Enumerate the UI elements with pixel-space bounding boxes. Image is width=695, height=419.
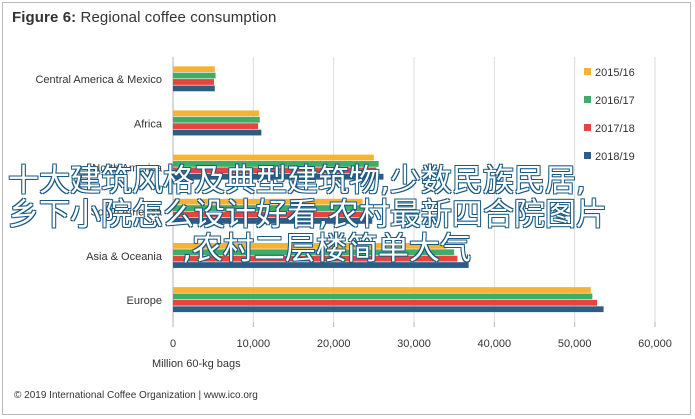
bar <box>173 154 374 161</box>
category-label: Europe <box>127 295 162 307</box>
bar <box>173 66 215 73</box>
legend-swatch <box>584 152 591 159</box>
legend-label: 2017/18 <box>595 123 635 135</box>
bar <box>173 161 379 167</box>
legend-swatch <box>584 68 591 75</box>
bar <box>173 262 469 268</box>
legend-swatch <box>584 124 591 131</box>
bar <box>173 299 598 306</box>
bar <box>173 293 593 300</box>
bar <box>173 167 377 174</box>
bar <box>173 123 259 130</box>
x-tick-label: 50,000 <box>558 338 592 350</box>
category-label: Central America & Mexico <box>35 74 162 86</box>
bar <box>173 110 259 117</box>
legend-label: 2015/16 <box>595 67 635 79</box>
bar <box>173 198 363 205</box>
category-label: North America <box>92 162 163 174</box>
bar <box>173 217 373 224</box>
chart-title-prefix: Figure 6: <box>12 9 77 26</box>
bar <box>173 129 262 136</box>
chart-title-text: Regional coffee consumption <box>80 9 277 26</box>
bar <box>173 205 368 211</box>
legend-swatch <box>584 96 591 103</box>
bar <box>173 249 455 256</box>
bar <box>173 72 216 79</box>
bar <box>173 211 366 218</box>
x-axis-title: Million 60-kg bags <box>152 358 241 370</box>
legend-label: 2018/19 <box>595 151 635 163</box>
x-tick-label: 60,000 <box>638 338 672 350</box>
figure-frame <box>2 2 691 415</box>
x-tick-label: 0 <box>170 338 176 350</box>
footer-credit: © 2019 International Coffee Organization… <box>14 390 258 401</box>
category-label: Africa <box>134 118 163 130</box>
bar <box>173 287 591 293</box>
bar <box>173 306 604 313</box>
x-tick-label: 10,000 <box>237 338 271 350</box>
chart-title: Figure 6: Regional coffee consumption <box>12 9 276 26</box>
x-tick-label: 40,000 <box>478 338 512 350</box>
category-label: South America <box>90 207 162 219</box>
x-tick-label: 20,000 <box>317 338 351 350</box>
bar <box>173 116 260 123</box>
bar <box>173 85 215 92</box>
legend-label: 2016/17 <box>595 95 635 107</box>
category-label: Asia & Oceania <box>86 251 163 263</box>
bar <box>173 173 384 180</box>
bar <box>173 255 458 262</box>
x-tick-label: 30,000 <box>397 338 431 350</box>
bar <box>173 242 447 249</box>
bar <box>173 79 214 85</box>
